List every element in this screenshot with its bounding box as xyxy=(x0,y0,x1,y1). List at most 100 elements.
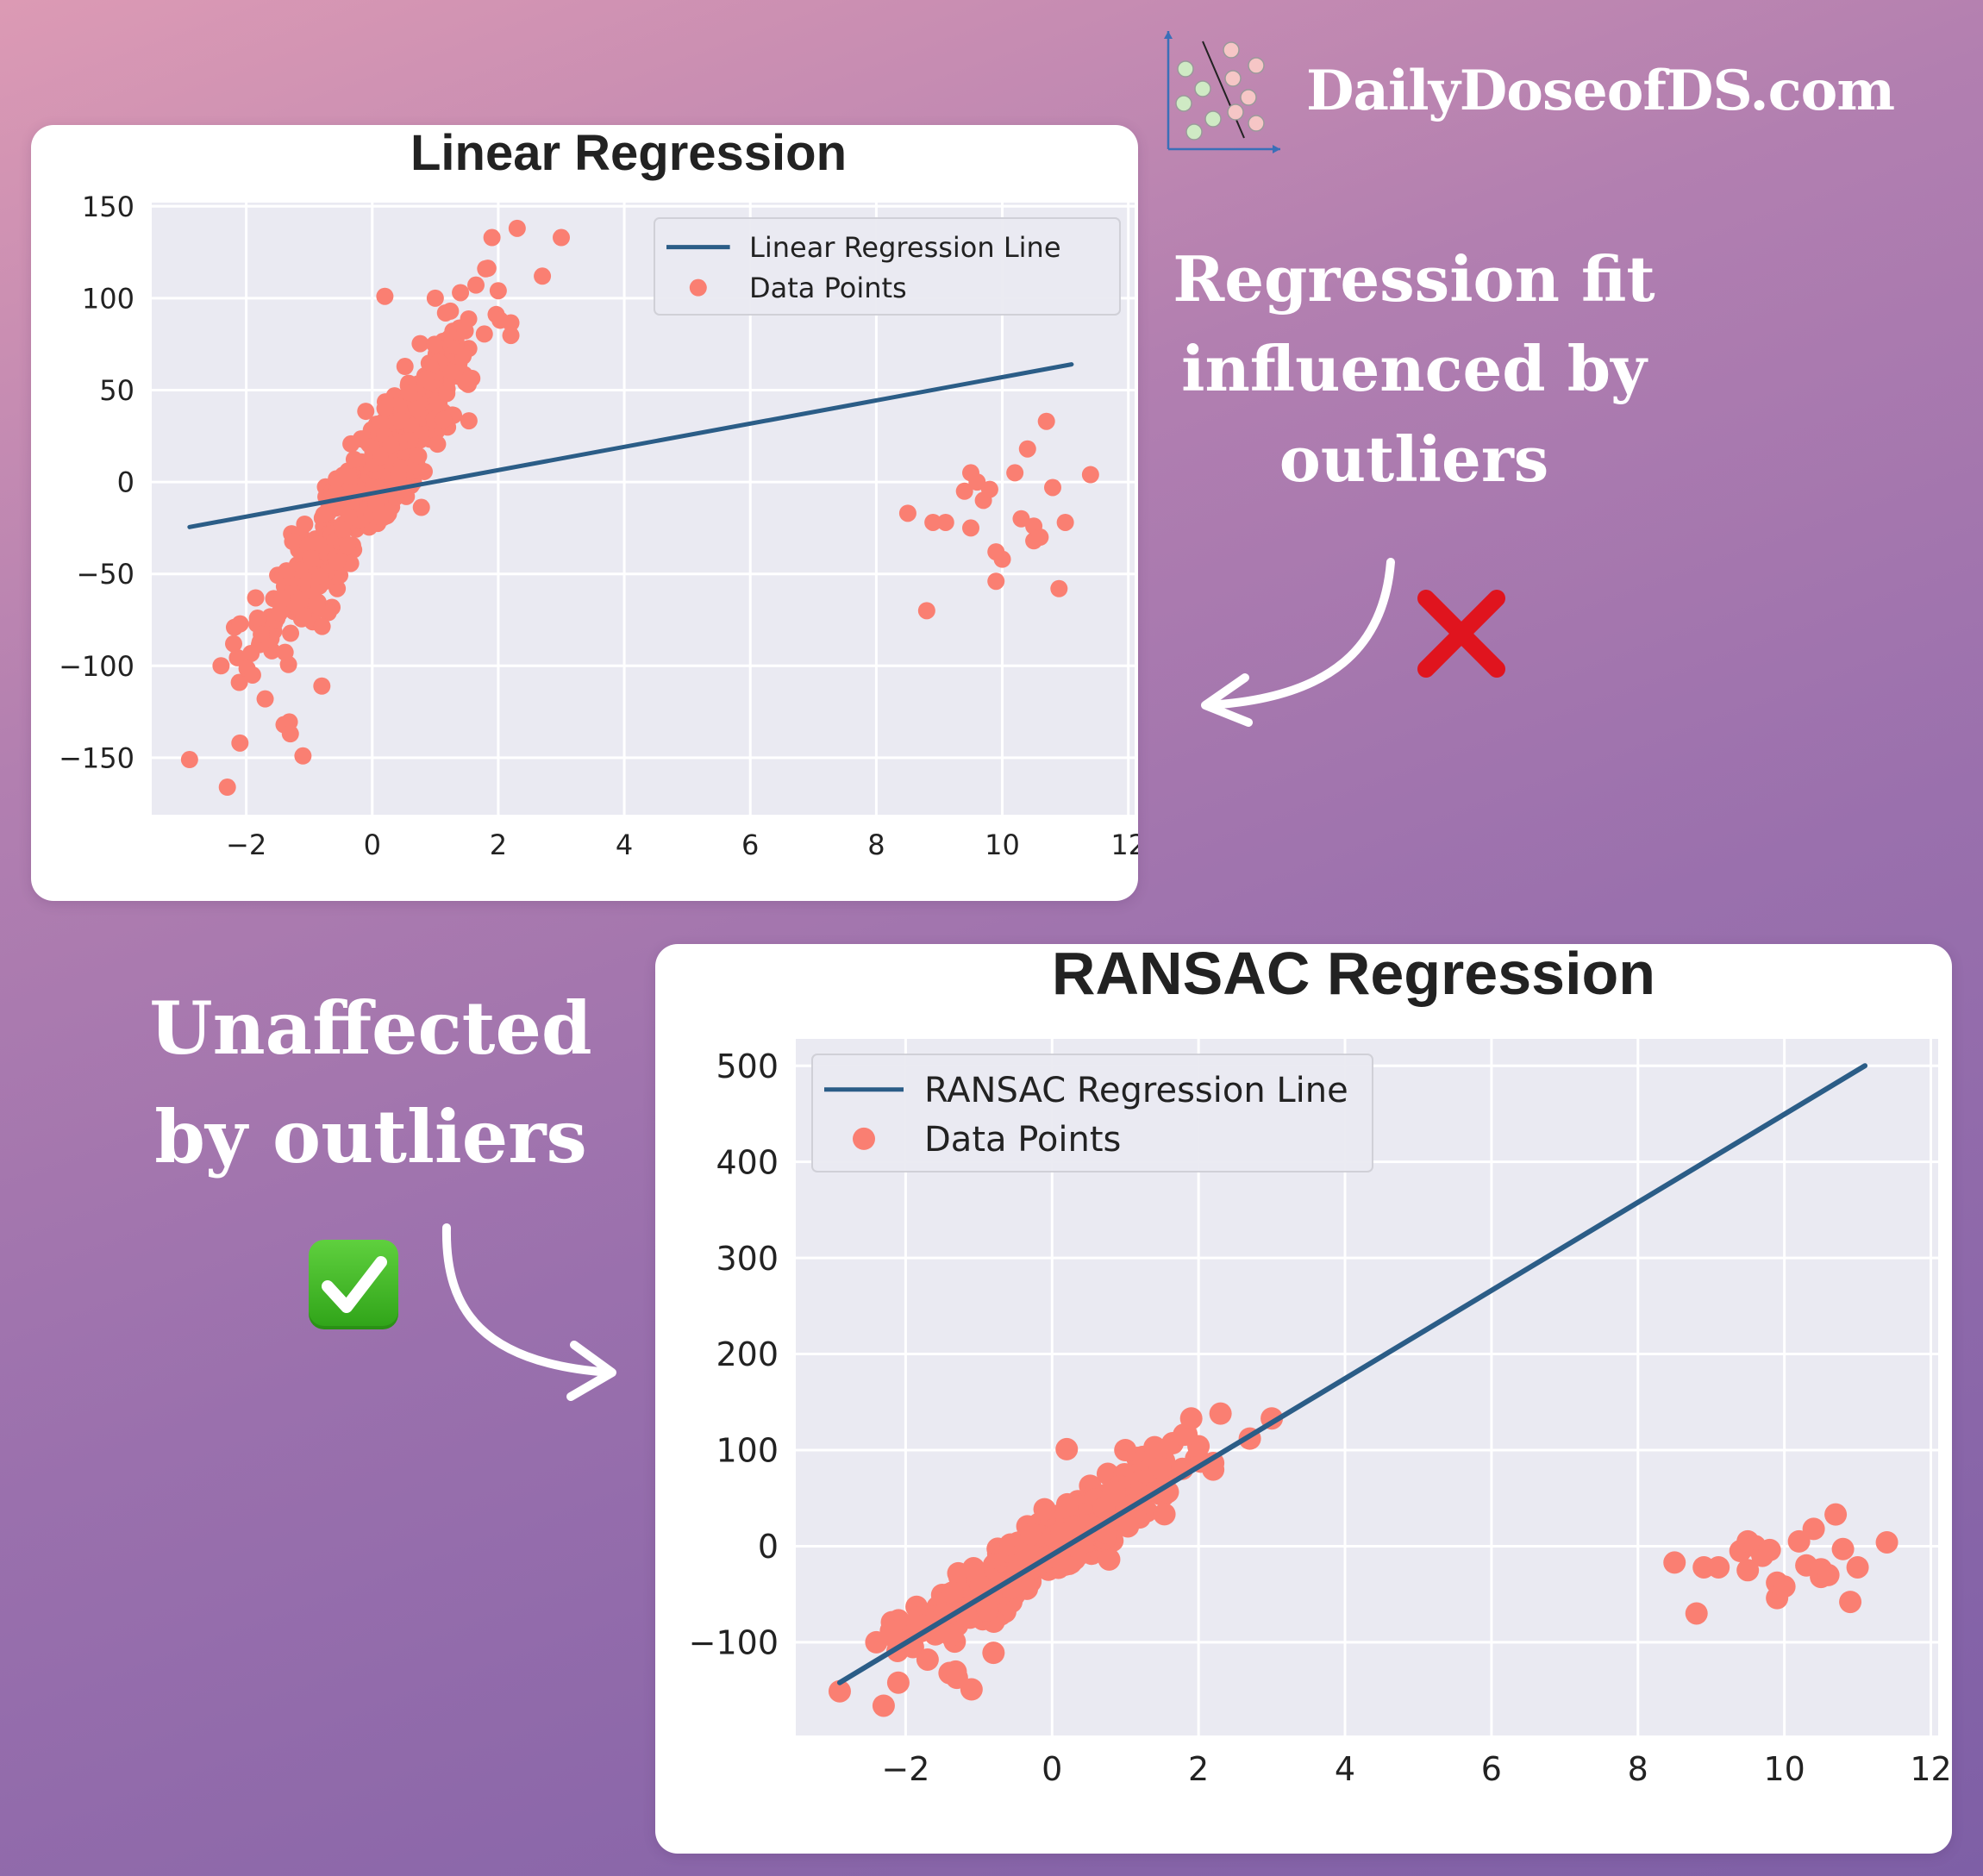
data-point xyxy=(456,322,474,340)
outlier-point xyxy=(968,473,986,491)
data-point xyxy=(1033,1498,1056,1521)
data-point xyxy=(1209,1402,1232,1425)
linear-regression-chart: Linear Regression −2 0 2 4 6 8 10 12 −150 −100 −50 0… xyxy=(59,125,1138,861)
data-point xyxy=(253,625,271,643)
outlier-point xyxy=(955,482,973,500)
cross-mark-icon xyxy=(1417,590,1505,678)
outlier-point xyxy=(993,550,1011,568)
data-point xyxy=(1052,1554,1075,1577)
data-point xyxy=(243,666,261,684)
data-point xyxy=(1114,1438,1137,1461)
outlier-point xyxy=(1012,510,1030,528)
linear-regression-chart-card: Linear Regression −2 0 2 4 6 8 10 12 −150 −100 −50 0… xyxy=(31,125,1138,901)
legend-line-label: RANSAC Regression Line xyxy=(924,1071,1348,1110)
data-point xyxy=(828,1679,851,1703)
data-point xyxy=(390,397,408,416)
data-point xyxy=(391,412,410,430)
data-point xyxy=(412,498,430,516)
outlier-point xyxy=(1875,1530,1899,1554)
bottom-caption: Unaffected by outliers xyxy=(52,974,690,1191)
data-point xyxy=(341,554,360,572)
x-tick-label: 10 xyxy=(985,829,1020,861)
data-point xyxy=(310,535,328,553)
top-caption-line: Regression fit xyxy=(1173,242,1655,316)
outlier-point xyxy=(1663,1551,1686,1574)
y-tick-label: −100 xyxy=(689,1624,779,1662)
data-point xyxy=(396,358,414,376)
data-point xyxy=(400,384,418,402)
outlier-point xyxy=(1802,1517,1825,1541)
data-point xyxy=(411,335,429,353)
data-point xyxy=(410,447,428,465)
regression-line xyxy=(836,1063,1868,1685)
data-point xyxy=(333,520,351,538)
legend-points-label: Data Points xyxy=(924,1120,1121,1160)
x-tick-label: 8 xyxy=(1628,1750,1648,1788)
ransac-regression-chart-card: RANSAC Regression −2 0 2 4 6 8 10 12 −100 0 100 200 3… xyxy=(655,944,1952,1854)
data-point xyxy=(256,690,274,708)
x-tick-label: 10 xyxy=(1763,1750,1805,1788)
x-tick-label: 0 xyxy=(1042,1750,1062,1788)
outlier-point xyxy=(1817,1563,1840,1586)
data-point xyxy=(376,399,394,417)
data-point xyxy=(284,533,302,551)
data-points-series xyxy=(180,219,1099,797)
outlier-point xyxy=(1787,1529,1811,1553)
data-point xyxy=(341,467,359,485)
x-tick-label: −2 xyxy=(226,829,266,861)
top-caption-line: outliers xyxy=(1279,422,1549,496)
outlier-point xyxy=(1707,1555,1730,1579)
data-point xyxy=(962,1557,985,1580)
legend-point-swatch xyxy=(689,278,707,297)
outlier-point xyxy=(917,602,935,620)
outlier-point xyxy=(1685,1602,1708,1625)
data-point xyxy=(291,591,309,610)
scatter-plot-logo-icon xyxy=(1164,31,1280,153)
data-point xyxy=(271,603,289,622)
outlier-point xyxy=(1056,513,1074,531)
data-point xyxy=(328,470,346,488)
data-point xyxy=(426,335,444,353)
curved-arrow-icon xyxy=(1201,558,1395,727)
y-tick-label: 100 xyxy=(82,282,134,315)
x-tick-label: 0 xyxy=(364,829,381,861)
data-point xyxy=(941,1581,964,1604)
bottom-caption-line: by outliers xyxy=(154,1094,587,1179)
data-point xyxy=(1049,1522,1073,1545)
data-point xyxy=(452,284,470,302)
outlier-point xyxy=(924,513,942,531)
curved-arrow-icon xyxy=(441,1223,616,1401)
x-tick-label: 2 xyxy=(490,829,507,861)
y-tick-label: 500 xyxy=(716,1047,779,1085)
x-tick-label: 6 xyxy=(741,829,759,861)
data-point xyxy=(1098,1548,1121,1571)
data-point xyxy=(429,435,447,453)
data-point xyxy=(276,643,294,661)
data-point xyxy=(460,412,478,430)
data-point xyxy=(313,617,331,635)
y-tick-label: 200 xyxy=(716,1335,779,1373)
outlier-point xyxy=(1018,440,1036,458)
outlier-point xyxy=(936,513,954,531)
data-point xyxy=(467,276,485,294)
legend-point-swatch xyxy=(853,1127,875,1150)
data-point xyxy=(386,488,404,506)
data-point xyxy=(180,751,198,769)
outlier-point xyxy=(1037,412,1055,430)
y-tick-label: −100 xyxy=(59,650,134,683)
x-tick-label: 6 xyxy=(1481,1750,1502,1788)
data-point xyxy=(281,725,299,743)
check-glyph xyxy=(322,1256,387,1313)
data-point xyxy=(310,567,328,585)
data-point xyxy=(1104,1480,1127,1504)
legend-points-label: Data Points xyxy=(749,272,907,304)
data-point xyxy=(1143,1435,1167,1459)
data-point xyxy=(1092,1497,1116,1520)
outlier-point xyxy=(1824,1503,1848,1526)
data-point xyxy=(296,516,314,534)
data-point xyxy=(366,476,384,494)
data-point xyxy=(248,610,266,628)
data-point xyxy=(278,562,296,580)
data-point xyxy=(342,496,360,514)
data-point xyxy=(960,1678,983,1701)
